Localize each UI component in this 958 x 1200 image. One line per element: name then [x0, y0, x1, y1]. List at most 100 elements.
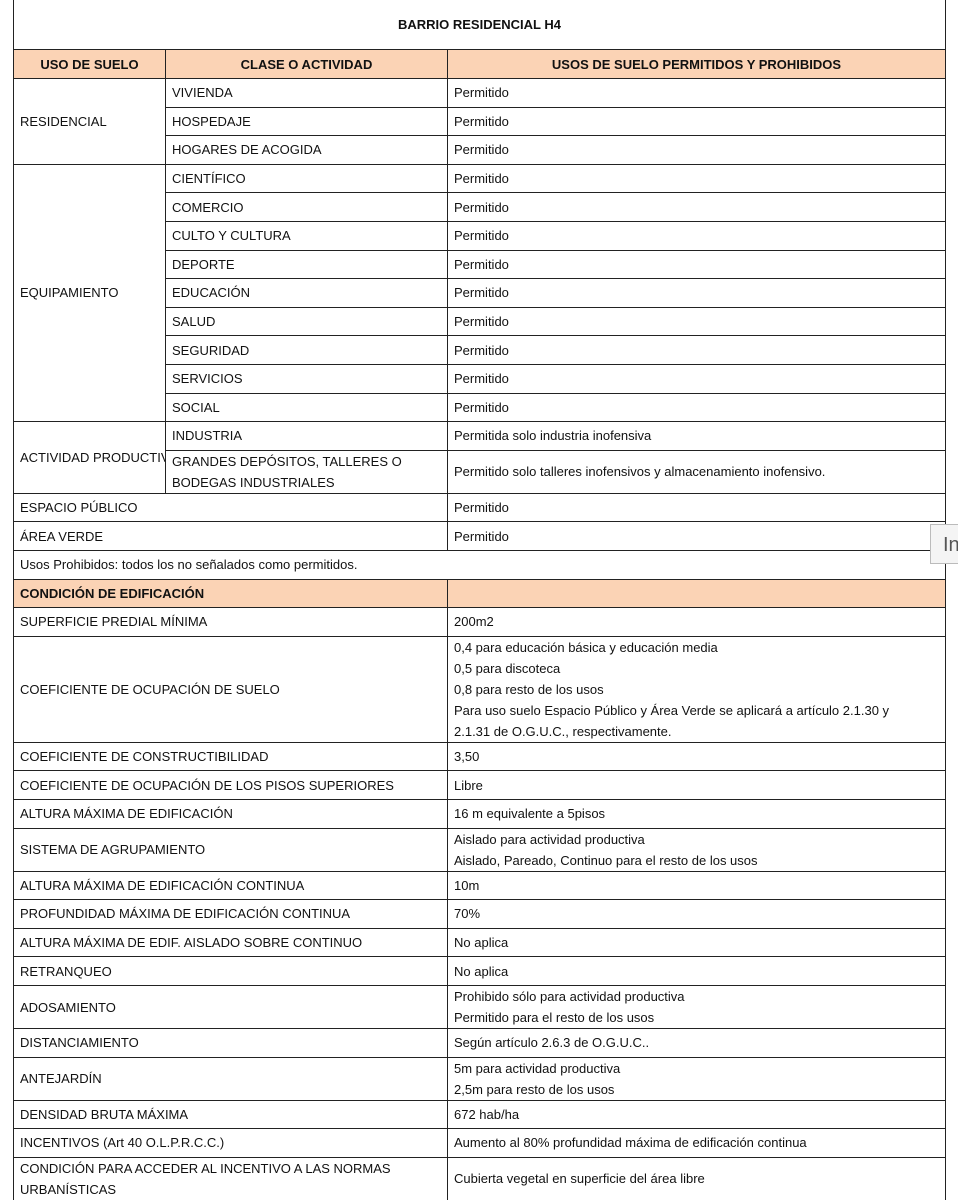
condition-value: 672 hab/ha: [447, 1099, 946, 1130]
cell-text: 5m para actividad productiva: [454, 1060, 621, 1076]
cell-text: 672 hab/ha: [454, 1106, 520, 1122]
cell-text: INDUSTRIA: [172, 428, 243, 444]
condition-value: 10m: [447, 870, 946, 901]
activity-cell: EDUCACIÓN: [165, 278, 448, 308]
cell-text: Según artículo 2.6.3 de O.G.U.C..: [454, 1035, 650, 1051]
cell-text: Permitido: [454, 528, 509, 544]
condition-value: No aplica: [447, 927, 946, 958]
cell-text: CLASE O ACTIVIDAD: [240, 56, 373, 72]
activity-cell: CIENTÍFICO: [165, 163, 448, 194]
condition-value: 3,50: [447, 741, 946, 772]
status-cell: Permitido: [447, 521, 946, 551]
activity-cell: CULTO Y CULTURA: [165, 221, 448, 251]
cell-text: PROFUNDIDAD MÁXIMA DE EDIFICACIÓN CONTIN…: [20, 906, 351, 922]
condition-label: DISTANCIAMIENTO: [13, 1028, 448, 1058]
cell-text: EQUIPAMIENTO: [20, 285, 119, 301]
cell-text: DEPORTE: [172, 256, 235, 272]
activity-cell: SEGURIDAD: [165, 335, 448, 365]
cell-text: Permitido: [454, 199, 509, 215]
condition-value: No aplica: [447, 956, 946, 986]
condition-label: CONDICIÓN PARA ACCEDER AL INCENTIVO A LA…: [13, 1156, 448, 1200]
status-cell: Permitido: [447, 278, 946, 308]
cell-text: ESPACIO PÚBLICO: [20, 500, 138, 516]
cell-text: Usos Prohibidos: todos los no señalados …: [20, 557, 358, 573]
cell-text: Permitido: [454, 342, 509, 358]
cell-text: SALUD: [172, 314, 216, 330]
cell-text: RESIDENCIAL: [20, 113, 107, 129]
cell-text: ÁREA VERDE: [20, 528, 104, 544]
cell-text: Permitido: [454, 399, 509, 415]
cell-text: ADOSAMIENTO: [20, 999, 116, 1015]
condition-value: 70%: [447, 899, 946, 929]
status-cell: Permitido: [447, 106, 946, 137]
cell-text: COMERCIO: [172, 199, 244, 215]
cell-text: COEFICIENTE DE OCUPACIÓN DE SUELO: [20, 681, 280, 697]
cell-text: CULTO Y CULTURA: [172, 228, 291, 244]
use-cell: ESPACIO PÚBLICO: [13, 492, 448, 523]
condition-label: ANTEJARDÍN: [13, 1056, 448, 1101]
section-header: CONDICIÓN DE EDIFICACIÓN: [13, 578, 448, 609]
cell-text: USO DE SUELO: [40, 56, 139, 72]
status-cell: Permitido: [447, 249, 946, 280]
condition-value: Según artículo 2.6.3 de O.G.U.C..: [447, 1028, 946, 1058]
cell-text: SEGURIDAD: [172, 342, 250, 358]
cell-text: Permitido: [454, 142, 509, 158]
cell-text: 10m: [454, 877, 480, 893]
cell-text: COEFICIENTE DE OCUPACIÓN DE LOS PISOS SU…: [20, 777, 394, 793]
cell-text: Cubierta vegetal en superficie del área …: [454, 1171, 705, 1187]
activity-cell: SOCIAL: [165, 392, 448, 423]
cell-text: Permitido: [454, 228, 509, 244]
cell-text: Aislado para actividad productiva: [454, 831, 645, 847]
use-cell: ACTIVIDAD PRODUCTIVA: [13, 421, 166, 494]
cell-text: RETRANQUEO: [20, 963, 112, 979]
cell-text: 3,50: [454, 749, 480, 765]
use-cell: EQUIPAMIENTO: [13, 163, 166, 423]
condition-value: Cubierta vegetal en superficie del área …: [447, 1156, 946, 1200]
cell-text: Permitido para el resto de los usos: [454, 1010, 655, 1025]
cell-text: ALTURA MÁXIMA DE EDIFICACIÓN CONTINUA: [20, 877, 305, 893]
cell-text: 0,4 para educación básica y educación me…: [454, 639, 718, 655]
cell-text: No aplica: [454, 963, 509, 979]
cell-text: 2,5m para resto de los usos: [454, 1081, 615, 1097]
cell-text: INCENTIVOS (Art 40 O.L.P.R.C.C.): [20, 1135, 225, 1151]
cell-text: Prohibido sólo para actividad productiva: [454, 989, 685, 1004]
cell-text: Permitido: [454, 500, 509, 516]
status-cell: Permitido: [447, 192, 946, 222]
activity-cell: INDUSTRIA: [165, 421, 448, 451]
condition-label: COEFICIENTE DE OCUPACIÓN DE LOS PISOS SU…: [13, 770, 448, 800]
cell-text: DENSIDAD BRUTA MÁXIMA: [20, 1106, 189, 1122]
condition-value: Libre: [447, 770, 946, 800]
status-cell: Permitido: [447, 78, 946, 108]
use-cell: ÁREA VERDE: [13, 521, 448, 551]
status-cell: Permitido: [447, 364, 946, 394]
condition-value: 200m2: [447, 607, 946, 637]
cell-text: SERVICIOS: [172, 371, 243, 387]
cell-text: SUPERFICIE PREDIAL MÍNIMA: [20, 614, 208, 630]
cell-text: Aumento al 80% profundidad máxima de edi…: [454, 1135, 807, 1151]
condition-label: ADOSAMIENTO: [13, 985, 448, 1029]
condition-value: 16 m equivalente a 5pisos: [447, 799, 946, 829]
cell-text: CONDICIÓN DE EDIFICACIÓN: [20, 585, 205, 601]
condition-label: SUPERFICIE PREDIAL MÍNIMA: [13, 607, 448, 637]
title-cell: BARRIO RESIDENCIAL H4: [13, 0, 946, 50]
status-cell: Permitido: [447, 492, 946, 523]
condition-value: Aumento al 80% profundidad máxima de edi…: [447, 1128, 946, 1158]
cell-text: Permitido: [454, 285, 509, 301]
cell-text: COEFICIENTE DE CONSTRUCTIBILIDAD: [20, 749, 269, 765]
activity-cell: SALUD: [165, 306, 448, 337]
status-cell: Permitido: [447, 335, 946, 365]
cell-text: CIENTÍFICO: [172, 171, 246, 187]
condition-label: ALTURA MÁXIMA DE EDIFICACIÓN CONTINUA: [13, 870, 448, 901]
cell-text: VIVIENDA: [172, 85, 233, 101]
section-header-empty: [447, 578, 946, 609]
condition-value: Aislado para actividad productiva Aislado…: [447, 827, 946, 872]
cell-text: ALTURA MÁXIMA DE EDIF. AISLADO SOBRE CON…: [20, 935, 363, 951]
side-tab[interactable]: In: [930, 524, 958, 564]
cell-text: EDUCACIÓN: [172, 285, 251, 301]
cell-text: 0,8 para resto de los usos: [454, 681, 604, 697]
cell-text: BARRIO RESIDENCIAL H4: [397, 17, 561, 32]
activity-cell: HOSPEDAJE: [165, 106, 448, 137]
cell-text: CONDICIÓN PARA ACCEDER AL INCENTIVO A LA…: [20, 1160, 391, 1176]
condition-value: 0,4 para educación básica y educación me…: [447, 635, 946, 743]
header-cell: USOS DE SUELO PERMITIDOS Y PROHIBIDOS: [447, 49, 946, 79]
